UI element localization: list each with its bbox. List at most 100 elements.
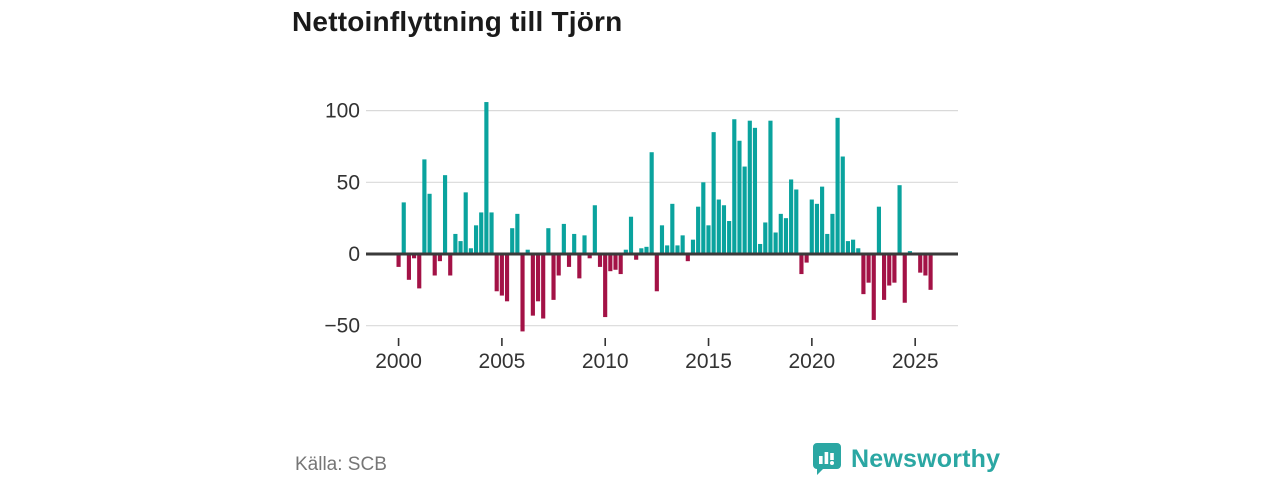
newsworthy-logo-icon: [813, 443, 841, 475]
bar-quarter-2021Q2: [835, 117, 840, 254]
bar-quarter-2003Q3: [468, 248, 473, 254]
x-axis-labels: 2000 2005 2010 2015 2020 2025: [375, 350, 938, 373]
bar-quarter-2012Q4: [659, 225, 665, 254]
bar-quarter-2019Q4: [804, 254, 809, 263]
bar-quarter-2019Q1: [789, 179, 794, 254]
bar-quarter-2012Q3: [654, 254, 659, 292]
bar-quarter-2021Q1: [830, 213, 835, 254]
bar-quarter-2012Q1: [644, 246, 649, 254]
y-label-0: 0: [348, 243, 360, 266]
bar-quarter-2003Q4: [473, 225, 479, 254]
bar-quarter-2002Q1: [437, 254, 442, 262]
bar-quarter-2002Q3: [448, 254, 453, 276]
bar-quarter-2006Q4: [535, 254, 541, 302]
bar-quarter-2025Q3: [923, 254, 928, 276]
bar-quarter-2010Q1: [603, 254, 608, 318]
x-label-2000: 2000: [375, 350, 422, 373]
bar-quarter-2002Q4: [453, 233, 458, 254]
bar-quarter-2015Q3: [716, 199, 721, 254]
bar-quarter-2000Q1: [396, 254, 401, 267]
bar-quarter-2001Q3: [427, 193, 432, 254]
x-label-2010: 2010: [582, 350, 629, 373]
x-label-2020: 2020: [788, 350, 835, 373]
bar-quarter-2017Q4: [763, 222, 768, 254]
bar-quarter-2015Q1: [706, 225, 711, 254]
bar-quarter-2021Q4: [845, 241, 851, 254]
bar-quarter-2005Q3: [510, 228, 515, 254]
bar-quarter-2011Q1: [623, 249, 628, 254]
bar-quarter-2014Q4: [701, 182, 706, 254]
source-label: Källa: SCB: [295, 454, 387, 475]
bar-quarter-2022Q1: [851, 239, 856, 254]
bar-quarter-2016Q2: [732, 119, 737, 254]
bar-quarter-2001Q2: [422, 159, 427, 254]
logo-bar-3: [830, 453, 834, 460]
logo-bar-1: [819, 456, 823, 464]
bar-quarter-2010Q3: [613, 254, 618, 270]
bar-quarter-2017Q1: [747, 120, 752, 255]
y-label-−50: −50: [324, 315, 360, 338]
bar-quarter-2008Q4: [577, 254, 582, 279]
y-label-100: 100: [325, 100, 360, 123]
bar-quarter-2020Q4: [825, 233, 830, 254]
gridlines: [366, 110, 958, 327]
bar-quarter-2004Q1: [479, 212, 484, 254]
bar-quarter-2016Q1: [727, 221, 732, 254]
bar-quarter-2017Q3: [758, 243, 763, 254]
bar-quarter-2013Q1: [665, 245, 670, 254]
bar-quarter-2001Q4: [432, 254, 437, 276]
bar-quarter-2008Q1: [561, 223, 566, 254]
bar-quarter-2009Q3: [592, 205, 597, 254]
bar-quarter-2024Q1: [892, 254, 897, 283]
bar-quarter-2013Q4: [680, 235, 685, 254]
x-axis-ticks: [397, 338, 916, 346]
bar-quarter-2005Q4: [515, 213, 520, 254]
bar-quarter-2009Q2: [587, 254, 592, 259]
bar-quarter-2024Q2: [897, 185, 902, 254]
bar-quarter-2018Q4: [783, 218, 789, 254]
bar-quarter-2020Q2: [814, 203, 820, 254]
bar-quarter-2023Q3: [882, 254, 887, 300]
bar-quarter-2018Q3: [778, 213, 783, 254]
brand-logo: Newsworthy: [812, 442, 1000, 476]
bar-quarter-2025Q4: [928, 254, 933, 290]
bar-quarter-2007Q1: [541, 254, 546, 319]
logo-bar-2: [824, 452, 829, 464]
bar-quarter-2009Q4: [597, 254, 603, 267]
bar-quarter-2000Q3: [406, 254, 411, 280]
bar-quarter-2006Q2: [525, 249, 530, 254]
bar-quarter-2017Q2: [752, 127, 758, 254]
bar-quarter-2003Q2: [463, 192, 468, 254]
x-label-2015: 2015: [685, 350, 732, 373]
bar-quarter-2023Q2: [876, 206, 881, 254]
bar-series: [396, 102, 933, 332]
bar-quarter-2021Q3: [840, 156, 845, 254]
bar-quarter-2014Q2: [690, 239, 696, 254]
bar-quarter-2011Q3: [634, 254, 639, 260]
bar-quarter-2008Q2: [566, 254, 572, 267]
bar-quarter-2012Q2: [649, 152, 654, 254]
bar-quarter-2016Q4: [742, 166, 747, 254]
y-label-50: 50: [337, 171, 360, 194]
bar-quarter-2018Q2: [773, 232, 778, 254]
bar-quarter-2004Q4: [494, 254, 499, 292]
bar-quarter-2020Q3: [820, 186, 825, 254]
bar-quarter-2001Q1: [417, 254, 422, 289]
chart-title: Nettoinflyttning till Tjörn: [292, 6, 623, 37]
bar-quarter-2022Q2: [856, 248, 861, 254]
bar-quarter-2000Q2: [401, 202, 406, 254]
bar-quarter-2014Q1: [685, 254, 690, 262]
bar-quarter-2019Q3: [799, 254, 804, 275]
bar-quarter-2022Q3: [861, 254, 866, 295]
bar-quarter-2000Q4: [412, 254, 417, 259]
bar-quarter-2010Q2: [608, 254, 613, 272]
bar-quarter-2007Q2: [546, 228, 551, 254]
bar-quarter-2014Q3: [696, 206, 701, 254]
bar-quarter-2020Q1: [809, 199, 814, 254]
x-label-2025: 2025: [892, 350, 939, 373]
bar-quarter-2018Q1: [768, 120, 773, 255]
y-axis-labels: 100 50 0 −50: [324, 100, 360, 338]
bar-quarter-2011Q4: [639, 248, 644, 254]
